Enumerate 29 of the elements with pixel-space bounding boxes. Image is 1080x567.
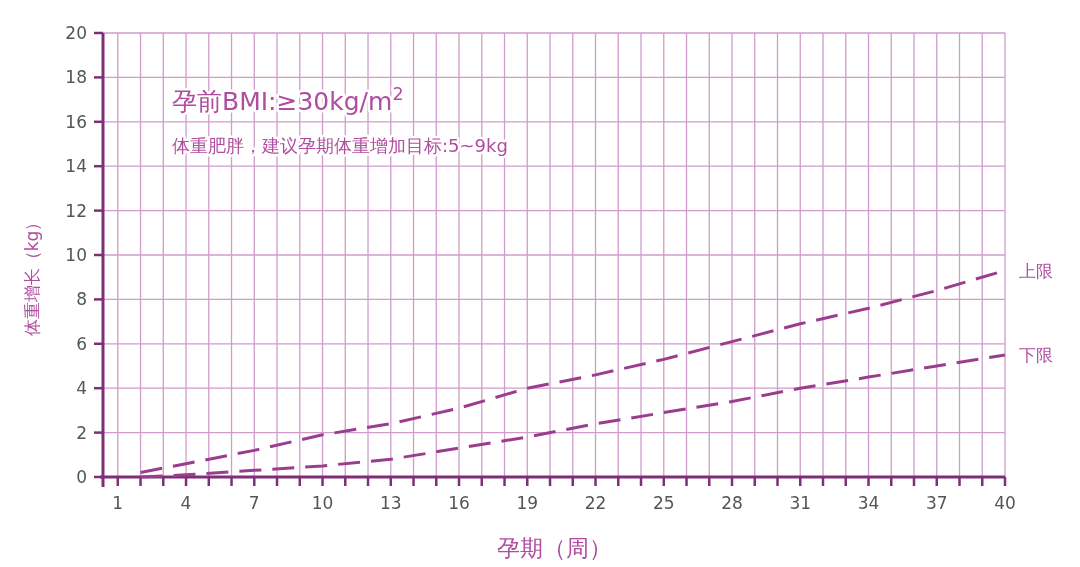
- y-tick-label: 6: [76, 333, 87, 354]
- y-tick-label: 12: [65, 200, 87, 221]
- x-tick-label: 16: [448, 493, 470, 513]
- x-tick-label: 31: [789, 493, 812, 513]
- x-axis-title: 孕期（周）: [496, 535, 612, 561]
- y-tick-label: 16: [65, 111, 87, 132]
- x-tick-label: 7: [248, 493, 260, 513]
- y-tick-label: 8: [76, 289, 87, 310]
- y-tick-label: 14: [65, 156, 87, 177]
- y-tick-label: 4: [76, 378, 87, 399]
- y-axis-title: 体重增长（kg）: [22, 213, 42, 337]
- x-tick-label: 4: [180, 493, 192, 513]
- x-tick-label: 25: [652, 493, 675, 513]
- x-tick-label: 40: [994, 493, 1016, 513]
- x-tick-label: 37: [925, 493, 948, 513]
- y-tick-label: 0: [76, 467, 87, 487]
- x-tick-label: 34: [857, 493, 880, 513]
- x-tick-label: 10: [311, 493, 334, 513]
- x-tick-label: 19: [516, 493, 539, 513]
- x-tick-label: 13: [379, 493, 402, 513]
- y-tick-label: 2: [76, 422, 87, 443]
- y-tick-label: 20: [65, 23, 87, 43]
- y-tick-label: 18: [65, 67, 87, 88]
- x-tick-label: 22: [584, 493, 607, 513]
- series-label: 上限: [1019, 260, 1053, 281]
- y-tick-label: 10: [65, 245, 87, 265]
- series-label: 下限: [1019, 344, 1053, 365]
- x-tick-label: 1: [112, 493, 124, 513]
- x-tick-label: 28: [721, 493, 743, 513]
